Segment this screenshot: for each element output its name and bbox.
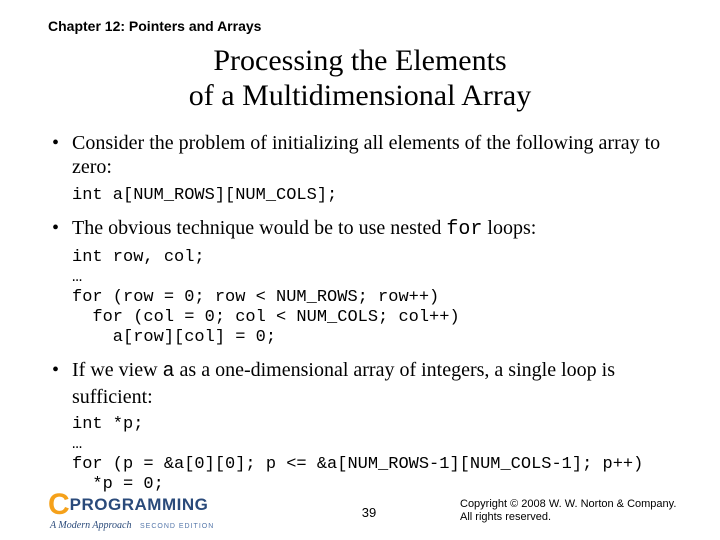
bullet-list-2: The obvious technique would be to use ne… — [48, 216, 672, 242]
bullet-1-text: Consider the problem of initializing all… — [72, 132, 660, 178]
footer: CPROGRAMMING A Modern Approach SECOND ED… — [48, 482, 690, 528]
book-logo: CPROGRAMMING A Modern Approach SECOND ED… — [48, 488, 248, 528]
code-block-1: int a[NUM_ROWS][NUM_COLS]; — [72, 186, 672, 206]
bullet-3-pre: If we view — [72, 359, 163, 381]
slide-title: Processing the Elements of a Multidimens… — [48, 44, 672, 113]
logo-c-letter: C — [48, 488, 69, 522]
logo-subtitle: A Modern Approach SECOND EDITION — [50, 520, 248, 531]
title-line-2: of a Multidimensional Array — [189, 79, 531, 112]
bullet-2: The obvious technique would be to use ne… — [48, 216, 672, 242]
copyright-line-2: All rights reserved. — [460, 511, 551, 523]
bullet-3: If we view a as a one-dimensional array … — [48, 358, 672, 409]
page-number: 39 — [362, 505, 376, 520]
bullet-1: Consider the problem of initializing all… — [48, 131, 672, 180]
copyright: Copyright © 2008 W. W. Norton & Company.… — [460, 498, 690, 524]
copyright-line-1: Copyright © 2008 W. W. Norton & Company. — [460, 498, 676, 510]
bullet-2-code: for — [446, 218, 482, 241]
bullet-3-code: a — [163, 360, 175, 383]
bullet-2-pre: The obvious technique would be to use ne… — [72, 217, 446, 239]
title-line-1: Processing the Elements — [213, 44, 506, 77]
code-block-2: int row, col; … for (row = 0; row < NUM_… — [72, 248, 672, 348]
bullet-list-3: If we view a as a one-dimensional array … — [48, 358, 672, 409]
logo-programming: PROGRAMMING — [70, 495, 209, 515]
logo-subtitle-text: A Modern Approach — [50, 520, 131, 531]
chapter-label: Chapter 12: Pointers and Arrays — [48, 18, 672, 34]
bullet-2-post: loops: — [482, 217, 536, 239]
logo-edition: SECOND EDITION — [140, 523, 214, 530]
bullet-list: Consider the problem of initializing all… — [48, 131, 672, 180]
slide: Chapter 12: Pointers and Arrays Processi… — [0, 0, 720, 540]
